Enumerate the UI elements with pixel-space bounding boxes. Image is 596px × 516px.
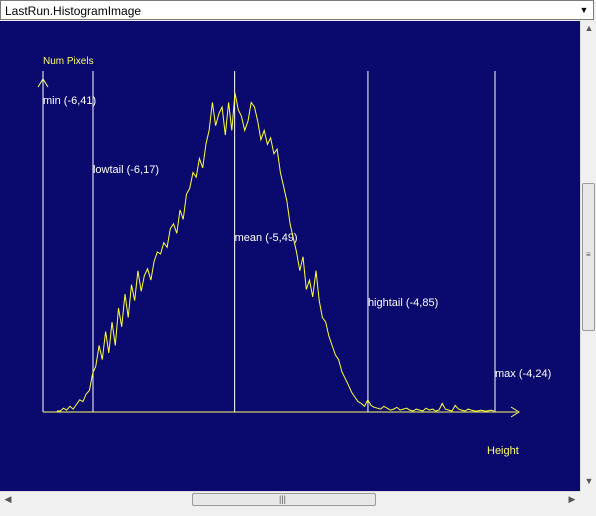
scroll-down-icon[interactable]: ▼ <box>584 476 594 486</box>
marker-label: lowtail (-6,17) <box>93 164 159 176</box>
histogram-curve <box>57 92 495 412</box>
grip-icon: ||| <box>279 494 287 504</box>
scroll-up-icon[interactable]: ▲ <box>584 23 594 33</box>
marker-label: max (-4,24) <box>495 368 551 380</box>
grip-icon: ≡ <box>586 250 591 259</box>
scrollbar-corner <box>580 491 596 507</box>
scroll-right-icon[interactable]: ▶ <box>568 494 576 504</box>
horizontal-scroll-thumb[interactable]: ||| <box>192 493 376 506</box>
x-axis-arrow <box>510 406 520 418</box>
x-axis-label: Height <box>487 445 519 457</box>
marker-label: hightail (-4,85) <box>368 297 438 309</box>
y-axis-label: Num Pixels <box>43 56 94 67</box>
horizontal-scrollbar[interactable]: ◀ ||| ▶ <box>0 491 580 507</box>
marker-label: min (-6,41) <box>43 95 96 107</box>
histogram-plot: Num Pixels Height min (-6,41) lowtail (-6… <box>0 21 580 491</box>
vertical-scrollbar[interactable]: ▲ ≡ ▼ <box>580 21 596 491</box>
scroll-left-icon[interactable]: ◀ <box>4 494 12 504</box>
histogram-selector-dropdown[interactable]: LastRun.HistogramImage ▼ <box>0 0 594 20</box>
marker-label: mean (-5,49) <box>235 232 298 244</box>
vertical-scroll-thumb[interactable]: ≡ <box>582 183 595 331</box>
window-bottom-edge <box>0 507 596 516</box>
histogram-chart: Num Pixels Height min (-6,41) lowtail (-6… <box>37 56 551 457</box>
dropdown-value: LastRun.HistogramImage <box>5 4 142 18</box>
chevron-down-icon[interactable]: ▼ <box>579 5 589 15</box>
